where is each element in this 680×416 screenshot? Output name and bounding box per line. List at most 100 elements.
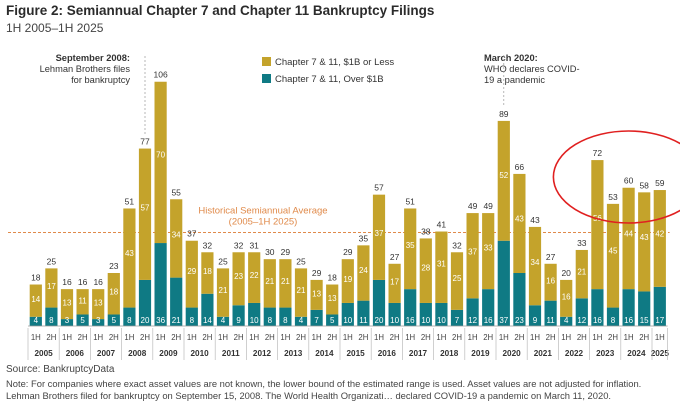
value-label-total: 57: [374, 183, 384, 193]
value-label-1b-or-less: 21: [281, 277, 290, 286]
value-label-1b-or-less: 21: [577, 268, 586, 277]
bar-over-1b: [279, 307, 292, 326]
bar-1b-or-less: [45, 268, 58, 308]
bar-1b-or-less: [357, 245, 370, 301]
bar-over-1b: [575, 298, 588, 326]
value-label-total: 66: [515, 162, 525, 172]
half-tick-label: 1H: [374, 333, 384, 342]
value-label-1b-or-less: 18: [109, 288, 118, 297]
half-tick-label: 1H: [468, 333, 478, 342]
value-label-total: 89: [499, 109, 509, 119]
half-tick-label: 2H: [109, 333, 119, 342]
bar-over-1b: [591, 289, 604, 326]
value-label-over-1b: 4: [221, 316, 226, 325]
bar-1b-or-less: [404, 208, 417, 290]
year-tick-label: 2008: [128, 349, 147, 358]
bar-over-1b: [76, 314, 89, 326]
bar-1b-or-less: [248, 252, 261, 303]
value-label-1b-or-less: 45: [609, 247, 618, 256]
year-tick-label: 2025: [651, 349, 670, 358]
bar-1b-or-less: [138, 148, 152, 280]
bar-1b-or-less: [466, 213, 479, 299]
half-tick-label: 2H: [234, 333, 244, 342]
bar-1b-or-less: [560, 279, 573, 317]
year-tick-label: 2021: [534, 349, 553, 358]
value-label-total: 32: [234, 240, 244, 250]
half-tick-label: 1H: [62, 333, 72, 342]
half-tick-label: 2H: [577, 333, 587, 342]
value-label-over-1b: 8: [268, 316, 273, 325]
value-label-over-1b: 8: [283, 316, 288, 325]
value-label-1b-or-less: 16: [546, 276, 555, 285]
value-label-1b-or-less: 42: [655, 230, 664, 239]
legend-swatch-1b-or-less: [262, 57, 271, 66]
bar-1b-or-less: [185, 240, 198, 308]
value-label-total: 27: [546, 252, 556, 262]
half-tick-label: 2H: [639, 333, 649, 342]
value-label-1b-or-less: 70: [156, 150, 165, 159]
value-label-1b-or-less: 13: [63, 299, 72, 308]
value-label-over-1b: 12: [468, 316, 477, 325]
value-label-1b-or-less: 19: [343, 275, 352, 284]
half-tick-label: 2H: [358, 333, 368, 342]
bar-over-1b: [185, 307, 198, 326]
value-label-1b-or-less: 52: [499, 171, 508, 180]
year-tick-label: 2010: [190, 349, 209, 358]
value-label-1b-or-less: 17: [47, 282, 56, 291]
year-tick-label: 2022: [565, 349, 584, 358]
annotation-lehman: Lehman Brothers files: [40, 64, 131, 74]
value-label-over-1b: 5: [330, 316, 335, 325]
half-tick-label: 2H: [421, 333, 431, 342]
value-label-over-1b: 9: [533, 316, 538, 325]
value-label-total: 77: [140, 137, 150, 147]
value-label-1b-or-less: 43: [640, 233, 649, 242]
stacked-bar-chart: Historical Semiannual Average(2005–1H 20…: [8, 53, 680, 360]
value-label-1b-or-less: 21: [219, 286, 228, 295]
half-tick-label: 1H: [530, 333, 540, 342]
bar-over-1b: [201, 293, 214, 326]
value-label-1b-or-less: 16: [562, 293, 571, 302]
half-tick-label: 1H: [592, 333, 602, 342]
year-tick-label: 2023: [596, 349, 615, 358]
value-label-total: 49: [483, 201, 493, 211]
bar-over-1b: [357, 300, 370, 326]
value-label-over-1b: 8: [611, 316, 616, 325]
bar-over-1b: [435, 302, 448, 326]
bar-over-1b: [92, 319, 105, 326]
half-tick-label: 2H: [390, 333, 400, 342]
bar-over-1b: [216, 316, 230, 326]
half-tick-label: 2H: [514, 333, 524, 342]
half-tick-label: 1H: [31, 333, 41, 342]
value-label-total: 55: [171, 187, 181, 197]
value-label-over-1b: 10: [250, 316, 259, 325]
bar-1b-or-less: [622, 187, 635, 290]
bar-1b-or-less: [388, 263, 401, 303]
half-tick-label: 2H: [171, 333, 181, 342]
value-label-total: 18: [31, 273, 41, 283]
year-tick-label: 2013: [284, 349, 303, 358]
bar-1b-or-less: [76, 289, 89, 315]
value-label-1b-or-less: 14: [31, 295, 40, 304]
value-label-total: 59: [655, 178, 665, 188]
value-label-over-1b: 20: [375, 316, 384, 325]
value-label-over-1b: 10: [390, 316, 399, 325]
value-label-1b-or-less: 17: [390, 277, 399, 286]
bar-1b-or-less: [528, 226, 542, 306]
value-label-1b-or-less: 23: [234, 272, 243, 281]
half-tick-label: 2H: [202, 333, 212, 342]
bar-1b-or-less: [513, 173, 526, 273]
bar-1b-or-less: [591, 160, 604, 290]
value-label-over-1b: 5: [112, 316, 117, 325]
bar-over-1b: [450, 309, 464, 326]
half-tick-label: 2H: [608, 333, 618, 342]
bar-over-1b: [45, 307, 58, 326]
year-tick-label: 2024: [627, 349, 646, 358]
value-label-over-1b: 8: [190, 316, 195, 325]
value-label-1b-or-less: 29: [187, 267, 196, 276]
value-label-1b-or-less: 28: [421, 263, 430, 272]
half-tick-label: 1H: [124, 333, 134, 342]
value-label-1b-or-less: 21: [297, 286, 306, 295]
value-label-total: 25: [218, 256, 228, 266]
bar-over-1b: [263, 307, 276, 326]
value-label-over-1b: 10: [421, 316, 430, 325]
